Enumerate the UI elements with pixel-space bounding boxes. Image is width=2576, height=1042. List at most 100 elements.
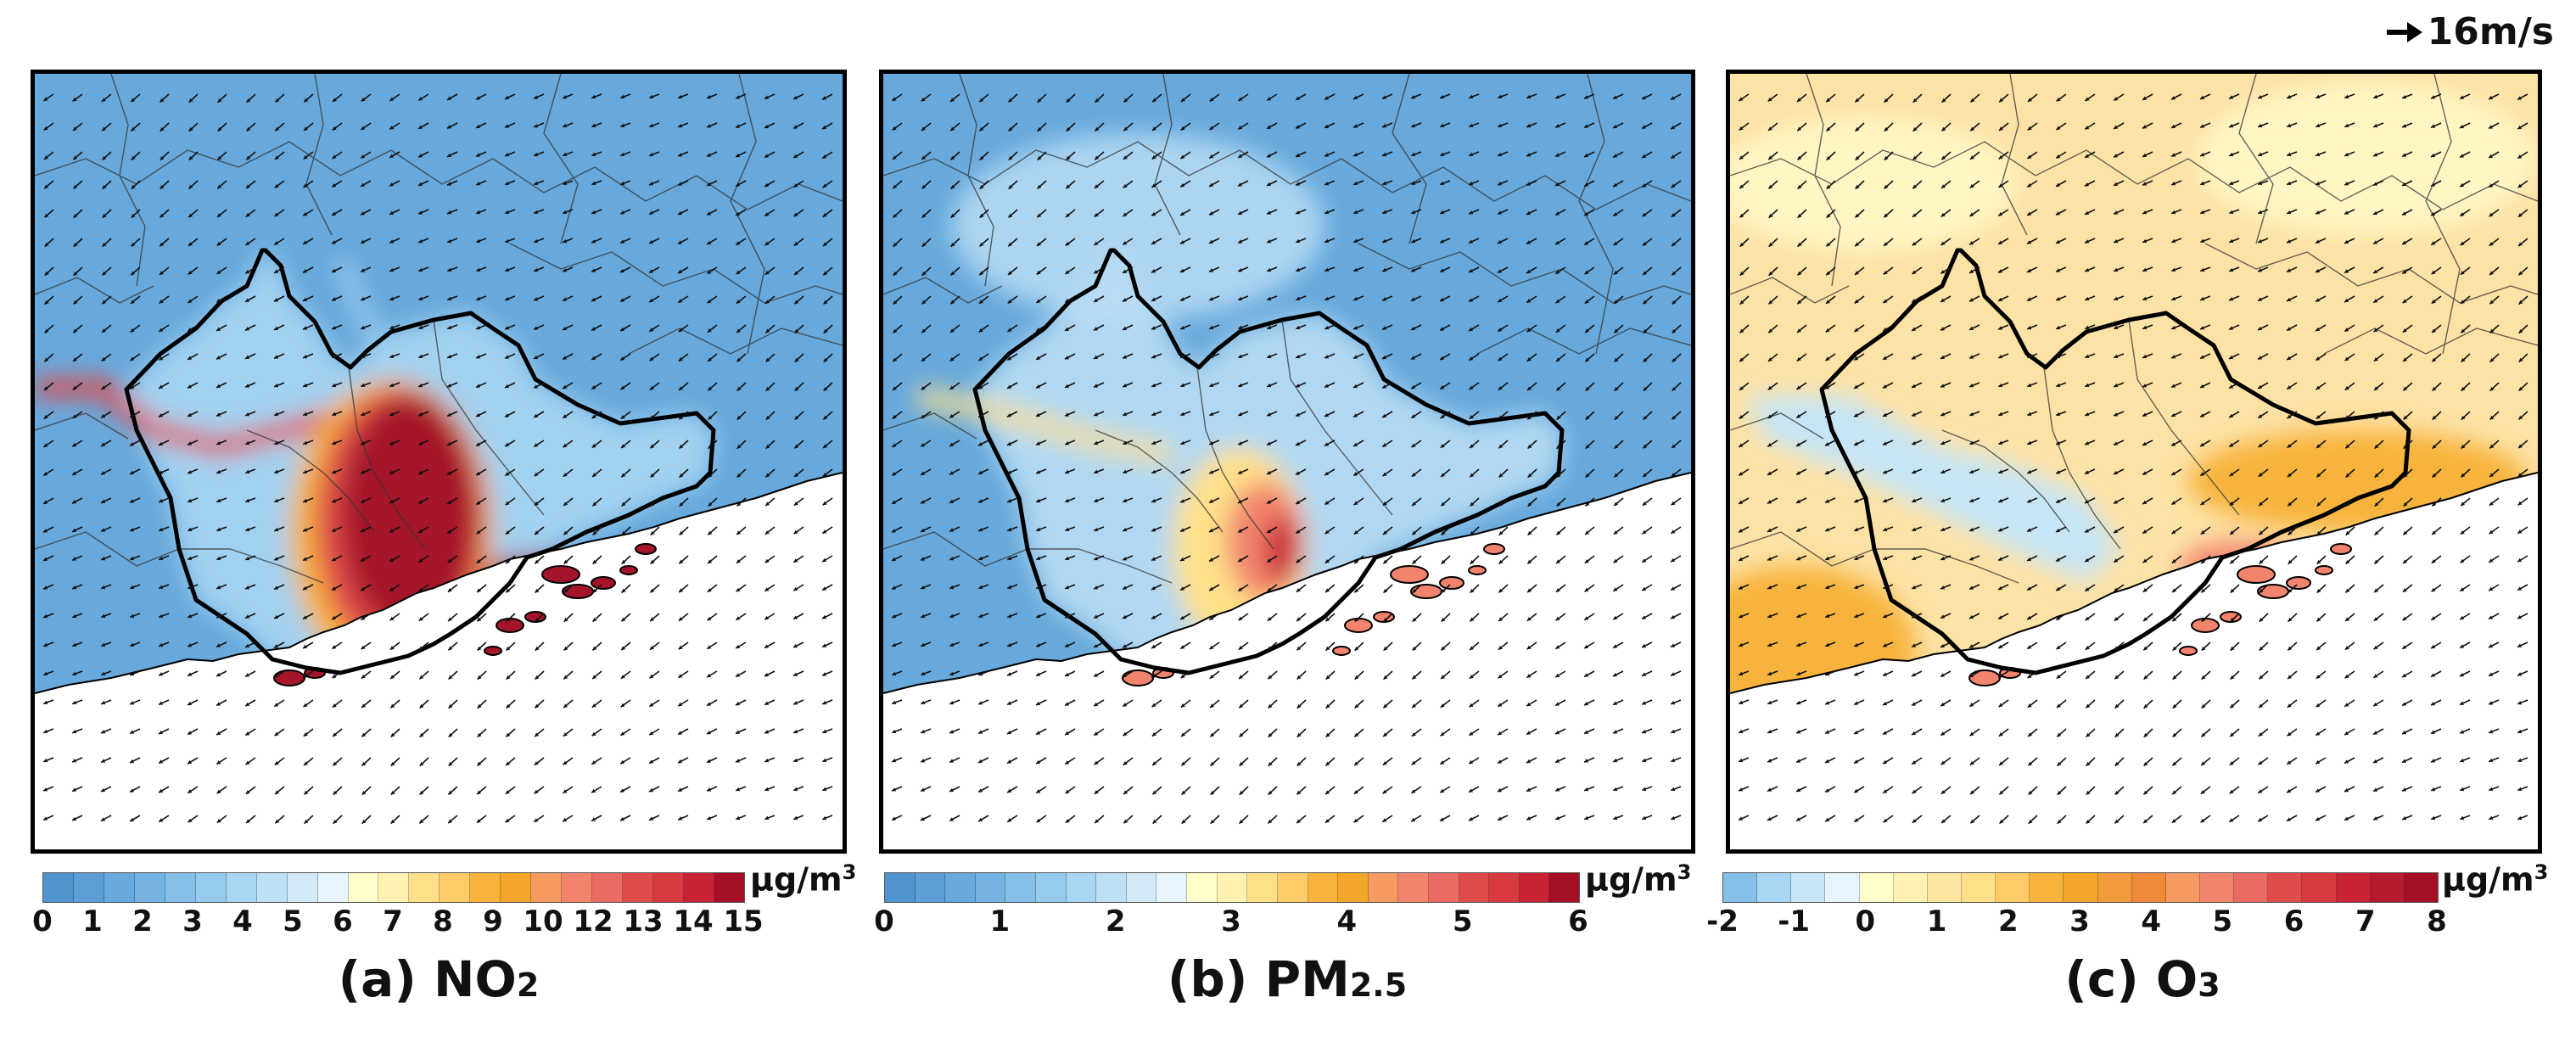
colorbar-unit-o3: μg/m3 (2442, 860, 2549, 899)
colorbar-swatch (1428, 873, 1459, 902)
colorbar-swatch (1927, 873, 1962, 902)
island (2237, 565, 2276, 584)
map-canvas (883, 74, 1691, 849)
island (1968, 669, 2001, 686)
colorbar-swatch (2097, 873, 2132, 902)
map-canvas (35, 74, 843, 849)
colorbar-swatch (348, 873, 379, 902)
colorbar-swatch (2404, 873, 2438, 902)
colorbar-tick-label: 2 (1997, 905, 2019, 938)
island (1483, 543, 1505, 555)
island (524, 611, 546, 623)
colorbar-tick-label: 6 (2283, 905, 2304, 938)
colorbar-tick-label: -2 (1706, 905, 1739, 938)
island (2330, 543, 2352, 555)
colorbar-tick-label: 1 (989, 905, 1011, 938)
map-panel-no2 (31, 70, 847, 854)
colorbar-swatch (592, 873, 624, 902)
colorbar-swatch (2268, 873, 2303, 902)
wind-vectors (1738, 93, 2528, 825)
caption-o3: (c) O3 (2064, 950, 2220, 1008)
colorbar-swatch (1368, 873, 1399, 902)
colorbar-swatch (287, 873, 318, 902)
colorbar-tick-label: 0 (1855, 905, 1876, 938)
colorbar-swatch (1005, 873, 1037, 902)
colorbar-swatch (1398, 873, 1429, 902)
island (1373, 611, 1395, 623)
colorbar-swatch (714, 873, 744, 902)
island (591, 576, 616, 590)
colorbar-swatch (134, 873, 165, 902)
island (635, 543, 657, 555)
coastline (35, 472, 843, 694)
colorbar-swatch (1723, 873, 1758, 902)
colorbar-swatch (226, 873, 257, 902)
colorbar-swatch (165, 873, 196, 902)
coastline (1730, 472, 2538, 694)
colorbar-swatch (440, 873, 471, 902)
caption-no2: (a) NO2 (338, 950, 540, 1008)
colorbar-tick-label: 13 (623, 905, 664, 938)
colorbar-swatch (1893, 873, 1928, 902)
island (2257, 584, 2289, 599)
colorbar-tick-label: 4 (1336, 905, 1358, 938)
colorbar-swatch (256, 873, 288, 902)
colorbar-swatch (1791, 873, 1826, 902)
colorbar-swatch (531, 873, 563, 902)
colorbar-tick-label: 14 (673, 905, 714, 938)
colorbar-swatch (378, 873, 410, 902)
colorbar-tick-label: 7 (383, 905, 403, 938)
island (1332, 646, 1351, 656)
colorbar-swatch (73, 873, 104, 902)
island (1122, 669, 1154, 686)
colorbar-swatch (1996, 873, 2030, 902)
colorbar-swatch (975, 873, 1006, 902)
colorbar-swatch (1277, 873, 1308, 902)
colorbar-o3 (1722, 872, 2439, 903)
colorbar-swatch (1338, 873, 1369, 902)
colorbar-swatch (1549, 873, 1580, 902)
island (2179, 646, 2198, 656)
wind-reference: 16m/s (2385, 10, 2554, 53)
island (541, 565, 580, 584)
colorbar-tick-label: 9 (483, 905, 503, 938)
colorbar-tick-label: 10 (523, 905, 563, 938)
island (484, 646, 502, 656)
colorbar-tick-label: 0 (32, 905, 53, 938)
colorbar-tick-label: 5 (283, 905, 303, 938)
colorbar-unit-pm25: μg/m3 (1585, 860, 1692, 899)
sea-area (35, 473, 843, 849)
colorbar-swatch (2131, 873, 2166, 902)
county-boundaries (1730, 74, 2538, 584)
colorbar-tick-label: 5 (2212, 905, 2233, 938)
colorbar-tick-label: 12 (573, 905, 613, 938)
colorbar-swatch (2064, 873, 2098, 902)
island (2315, 565, 2333, 575)
colorbar-tick-label: 3 (2069, 905, 2090, 938)
colorbar-swatch (684, 873, 714, 902)
island (1390, 565, 1429, 584)
colorbar-pm25 (884, 872, 1580, 903)
island (1439, 576, 1464, 590)
colorbar-swatch (2302, 873, 2337, 902)
colorbar-swatch (653, 873, 685, 902)
colorbar-tick-label: 0 (874, 905, 894, 938)
colorbar-tick-label: 15 (723, 905, 764, 938)
colorbar-tick-label: 3 (182, 905, 203, 938)
colorbar-swatch (470, 873, 501, 902)
island (2286, 576, 2311, 590)
concentration-field (1730, 82, 2536, 693)
colorbar-swatch (1859, 873, 1894, 902)
colorbar-tick-label: 8 (2427, 905, 2447, 938)
colorbar-tick-label: 5 (1452, 905, 1473, 938)
colorbar-swatch (945, 873, 976, 902)
colorbar-swatch (2165, 873, 2200, 902)
colorbar-tick-label: 4 (2141, 905, 2162, 938)
colorbar-swatch (1036, 873, 1067, 902)
island (273, 669, 305, 686)
region-boundary (972, 248, 1565, 675)
colorbar-swatch (43, 873, 74, 902)
colorbar-tick-label: -1 (1778, 905, 1811, 938)
colorbar-tick-label: 4 (232, 905, 253, 938)
colorbar-swatch (501, 873, 532, 902)
